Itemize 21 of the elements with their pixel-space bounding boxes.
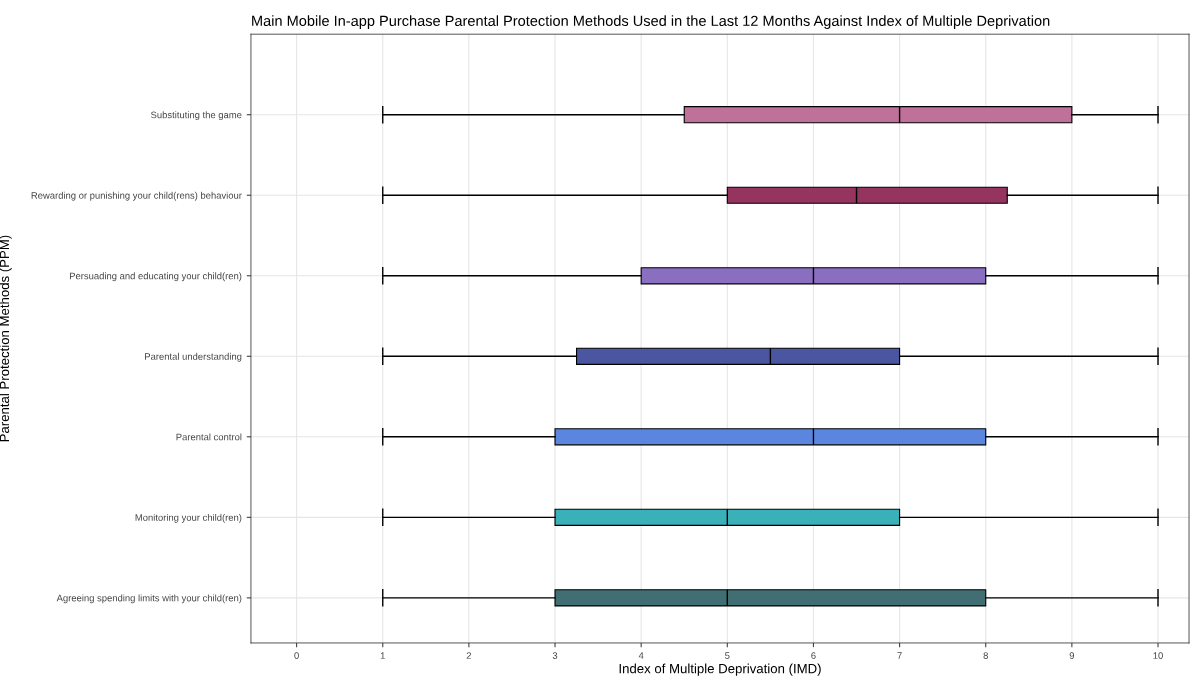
y-tick-label: Parental understanding xyxy=(145,352,242,362)
x-tick-label: 6 xyxy=(811,652,816,659)
x-tick-label: 5 xyxy=(725,652,730,659)
x-tick-label: 4 xyxy=(638,652,644,659)
y-axis-title: Parental Protection Methods (PPM) xyxy=(0,235,12,442)
x-tick-label: 1 xyxy=(380,652,385,659)
x-tick-label: 8 xyxy=(983,652,988,659)
y-tick-label: Persuading and educating your child(ren) xyxy=(69,272,242,282)
y-tick-label: Rewarding or punishing your child(rens) behaviour xyxy=(31,191,242,201)
x-tick-label: 9 xyxy=(1069,652,1075,659)
x-tick-label: 10 xyxy=(1153,652,1163,659)
chart-title: Main Mobile In-app Purchase Parental Protection Methods Used in the Last 12 Months Against Index of Multiple Deprivation xyxy=(252,15,1050,29)
y-tick-label: Substituting the game xyxy=(151,111,242,121)
x-tick-label: 7 xyxy=(897,652,902,659)
x-axis-title: Index of Multiple Deprivation (IMD) xyxy=(619,663,821,676)
y-tick-label: Monitoring your child(ren) xyxy=(135,513,242,523)
y-tick-label: Parental control xyxy=(176,433,242,441)
x-tick-label: 0 xyxy=(294,652,299,659)
y-tick-label: Agreeing spending limits with your child(ren) xyxy=(56,594,242,604)
x-tick-label: 2 xyxy=(466,652,472,659)
x-tick-label: 3 xyxy=(552,652,558,659)
